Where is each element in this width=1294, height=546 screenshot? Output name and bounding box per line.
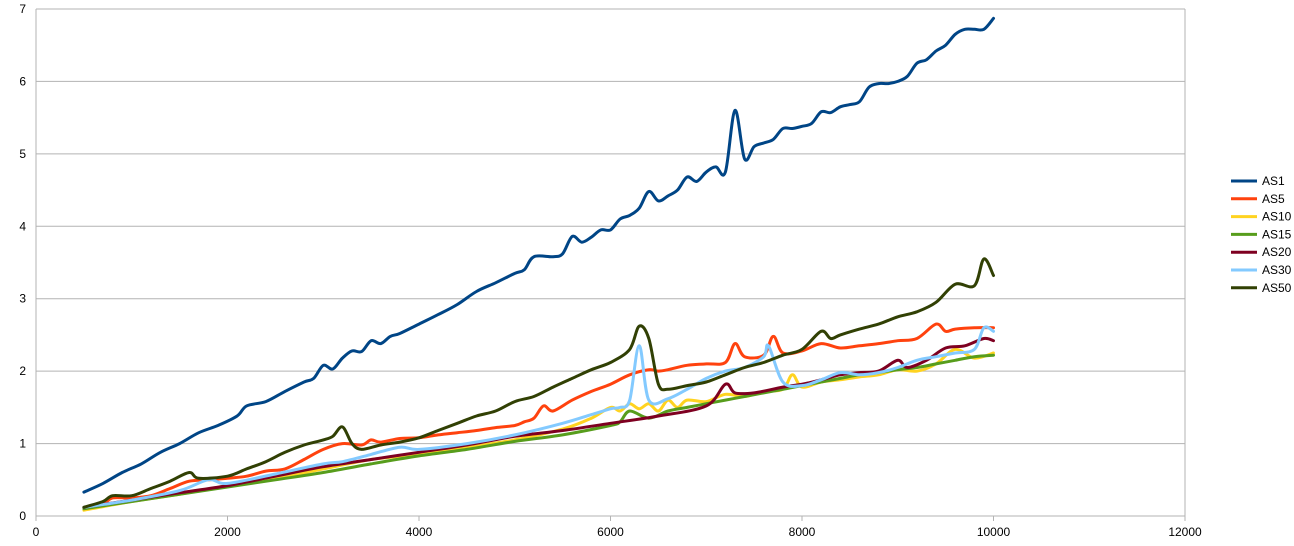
x-tick-labels: 0 2000 4000 6000 8000 10000 12000 [33,525,1202,539]
gridlines [36,8,1185,445]
x-tick-label: 12000 [1168,525,1202,539]
x-tick-label: 4000 [406,525,433,539]
legend: AS1 AS5 AS10 AS15 AS20 AS30 AS50 [1231,174,1292,295]
series-line-as50 [82,257,995,509]
legend-label-as10: AS10 [1262,210,1292,224]
y-tick-label: 4 [19,219,26,233]
x-tick-label: 2000 [214,525,241,539]
legend-label-as20: AS20 [1262,245,1292,259]
y-tick-label: 0 [19,509,26,523]
x-tick-label: 0 [33,525,40,539]
y-tick-label: 6 [19,74,26,88]
series-line-as5 [82,322,995,509]
y-tick-label: 3 [19,292,26,306]
series-line-as30 [82,325,995,509]
x-tick-label: 8000 [789,525,816,539]
legend-label-as5: AS5 [1262,192,1285,206]
series-line-as20 [82,336,995,509]
x-tick-label: 6000 [597,525,624,539]
series-line-as1 [82,16,995,494]
legend-label-as15: AS15 [1262,227,1292,241]
y-tick-label: 7 [19,2,26,16]
y-tick-label: 2 [19,364,26,378]
legend-label-as50: AS50 [1262,281,1292,295]
legend-label-as30: AS30 [1262,263,1292,277]
y-tick-label: 1 [19,437,26,451]
series-lines [82,16,995,512]
legend-label-as1: AS1 [1262,174,1285,188]
y-tick-label: 5 [19,147,26,161]
x-tick-label: 10000 [977,525,1011,539]
y-tick-labels: 0 1 2 3 4 5 6 7 [19,2,26,523]
axes [35,9,1186,521]
